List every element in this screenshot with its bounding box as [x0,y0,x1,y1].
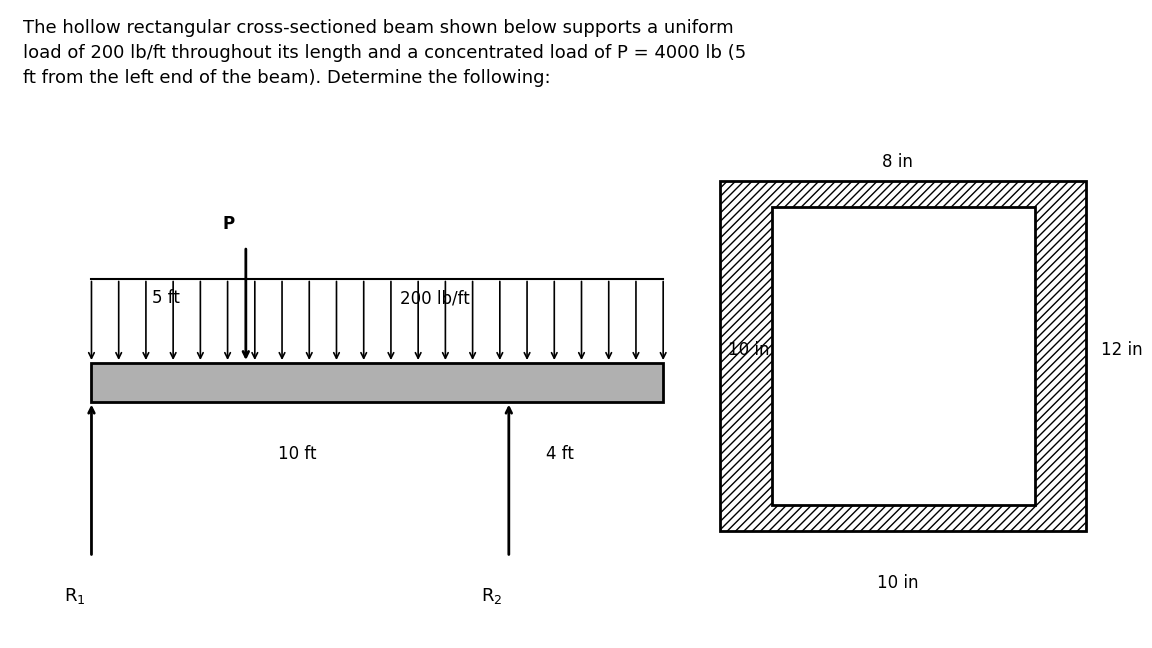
Text: The hollow rectangular cross-sectioned beam shown below supports a uniform
load : The hollow rectangular cross-sectioned b… [23,19,746,87]
Bar [91,363,664,402]
Text: 8 in: 8 in [882,153,914,171]
Text: 10 in: 10 in [877,574,918,592]
Text: 5 ft: 5 ft [152,289,180,307]
Text: P: P [222,215,235,233]
Text: 10 in: 10 in [728,341,770,359]
Bar [772,207,1034,505]
Bar [720,181,1086,531]
Text: R$_2$: R$_2$ [480,586,502,606]
Text: 4 ft: 4 ft [546,445,574,463]
Text: 12 in: 12 in [1101,341,1143,359]
Text: 10 ft: 10 ft [278,445,317,463]
Text: R$_1$: R$_1$ [63,586,85,606]
Text: 200 lb/ft: 200 lb/ft [400,289,469,307]
